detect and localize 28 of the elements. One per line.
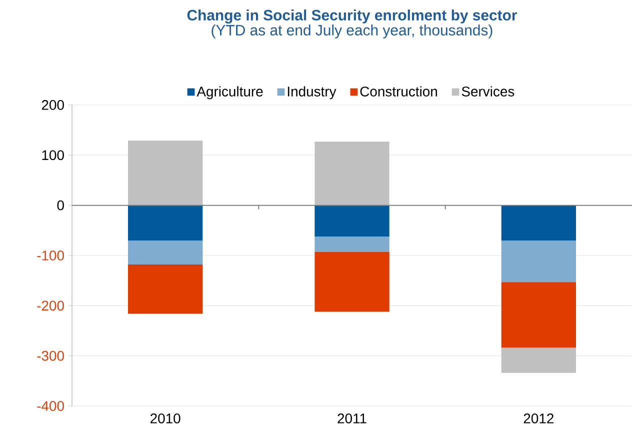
- x-tick-label: 2012: [524, 413, 554, 424]
- legend-label: Services: [462, 86, 514, 96]
- bar: [501, 205, 576, 240]
- bar: [128, 240, 203, 265]
- y-tick-label: 0: [57, 200, 64, 210]
- bar: [314, 142, 390, 206]
- y-tick-label: -400: [37, 401, 64, 411]
- bar: [314, 236, 390, 252]
- bar: [128, 140, 203, 206]
- bar: [314, 205, 390, 236]
- y-tick-label: 100: [42, 150, 64, 160]
- y-tick-label: -300: [37, 350, 64, 361]
- legend-label: Agriculture: [196, 86, 263, 100]
- legend-label: Industry: [288, 86, 336, 100]
- bar: [501, 240, 576, 282]
- bar: [128, 264, 203, 314]
- legend-label: Construction: [360, 86, 437, 96]
- y-tick-label: -100: [37, 250, 64, 260]
- x-tick-label: 2010: [150, 413, 180, 424]
- chart-title: Change in Social Security enrolment by sector: [187, 10, 518, 24]
- bar: [501, 282, 576, 348]
- bar: [314, 252, 390, 312]
- bar: [501, 348, 576, 373]
- bar: [128, 205, 203, 240]
- y-tick-label: -200: [37, 300, 64, 311]
- x-tick-label: 2011: [338, 413, 366, 424]
- y-tick-label: 200: [42, 100, 64, 110]
- chart-subtitle: (YTD as at end July each year, thousands): [212, 24, 492, 38]
